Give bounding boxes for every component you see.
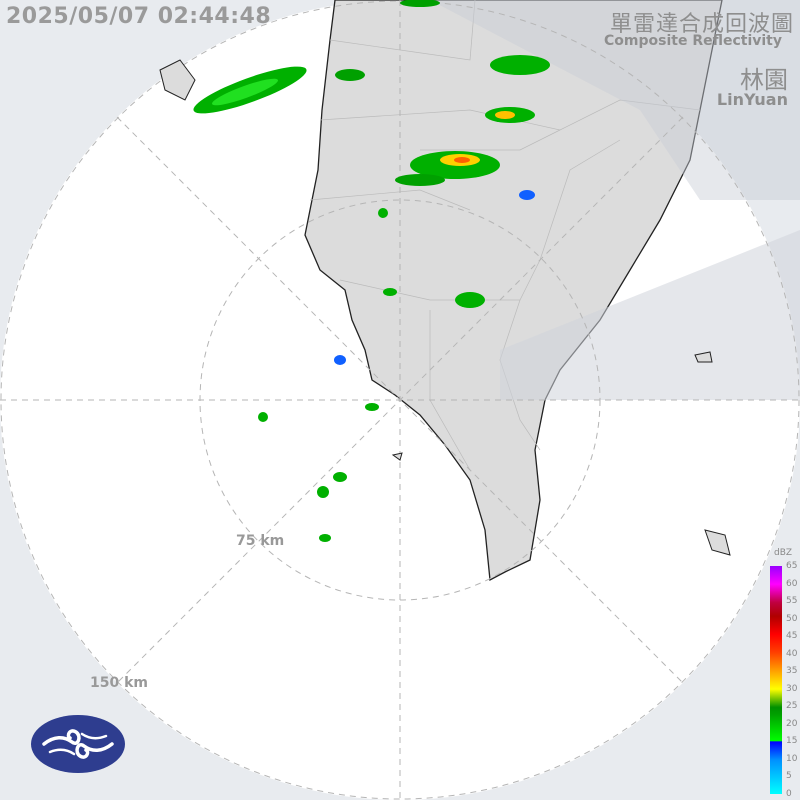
- legend-tick: 0: [786, 788, 792, 799]
- legend-tick: 55: [786, 596, 798, 606]
- legend-tick: 15: [786, 736, 798, 746]
- legend-tick: 40: [786, 648, 798, 659]
- legend-tick: 50: [786, 613, 798, 624]
- cwa-logo: [31, 715, 125, 773]
- legend-tick: 20: [786, 718, 798, 729]
- beam-blockage-north: [430, 0, 800, 200]
- range-label-150: 150 km: [90, 675, 148, 691]
- timestamp: 2025/05/07 02:44:48: [6, 4, 272, 29]
- legend-tick: 65: [786, 561, 798, 571]
- small-islands: [159, 59, 731, 556]
- range-label-75: 75 km: [236, 533, 285, 549]
- legend-color-bar: [770, 566, 782, 794]
- station-name-zh: 林園: [740, 66, 788, 94]
- product-title-zh: 單雷達合成回波圖: [609, 12, 794, 37]
- legend-tick: 5: [786, 771, 792, 781]
- legend-tick: 25: [786, 701, 798, 711]
- legend-unit: dBZ: [774, 548, 793, 558]
- product-title-en: Composite Reflectivity: [604, 33, 782, 49]
- radar-echoes: [193, 0, 550, 542]
- beam-blockage: [500, 230, 800, 400]
- land-taiwan: [304, 0, 723, 582]
- legend-tick: 60: [786, 578, 798, 589]
- legend-tick: 45: [786, 631, 798, 641]
- legend-tick: 10: [786, 753, 798, 764]
- legend-tick: 30: [786, 683, 798, 694]
- dbz-legend: dBZ 65 60 55 50 45 40 35 30 25 20 15 10 5 0: [766, 548, 800, 800]
- station-name-en: LinYuan: [716, 90, 788, 109]
- legend-tick: 35: [786, 666, 798, 676]
